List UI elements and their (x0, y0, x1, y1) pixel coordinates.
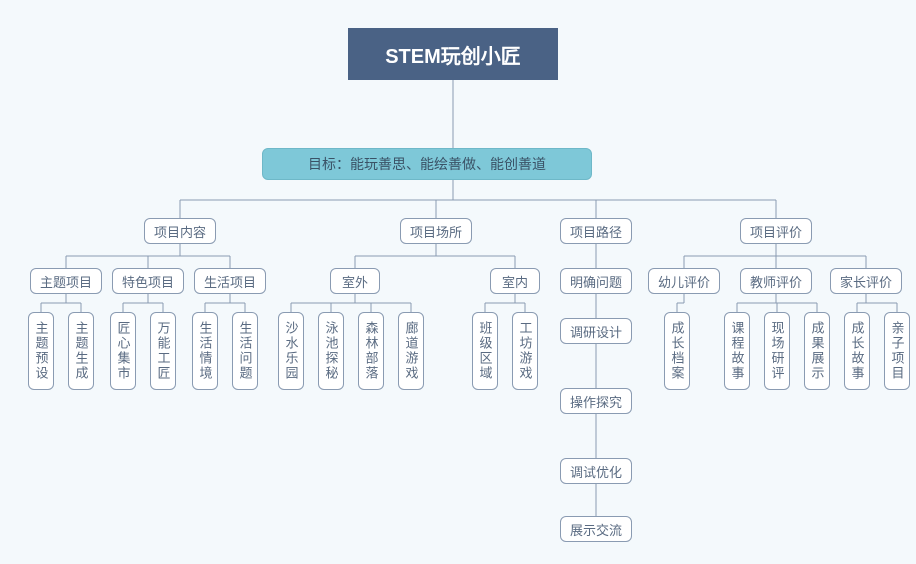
root-node: STEM玩创小匠 (348, 28, 558, 80)
leaf-parent1: 成长故事 (844, 312, 870, 390)
l4-feature: 特色项目 (112, 268, 184, 294)
l4-teacher: 教师评价 (740, 268, 812, 294)
leaf-feature2: 万能工匠 (150, 312, 176, 390)
l4-child: 幼儿评价 (648, 268, 720, 294)
l3-content: 项目内容 (144, 218, 216, 244)
leaf-in2: 工坊游戏 (512, 312, 538, 390)
leaf-teach2: 现场研评 (764, 312, 790, 390)
l4-parent: 家长评价 (830, 268, 902, 294)
leaf-life2: 生活问题 (232, 312, 258, 390)
leaf-life1: 生活情境 (192, 312, 218, 390)
l4-indoor: 室内 (490, 268, 540, 294)
leaf-out2: 泳池探秘 (318, 312, 344, 390)
goal-node: 目标：能玩善思、能绘善做、能创善道 (262, 148, 592, 180)
leaf-teach3: 成果展示 (804, 312, 830, 390)
path-step3: 操作探究 (560, 388, 632, 414)
leaf-out1: 沙水乐园 (278, 312, 304, 390)
leaf-out3: 森林部落 (358, 312, 384, 390)
l4-clarify: 明确问题 (560, 268, 632, 294)
l4-life: 生活项目 (194, 268, 266, 294)
leaf-parent2: 亲子项目 (884, 312, 910, 390)
leaf-theme2: 主题生成 (68, 312, 94, 390)
leaf-child1: 成长档案 (664, 312, 690, 390)
leaf-teach1: 课程故事 (724, 312, 750, 390)
l4-outdoor: 室外 (330, 268, 380, 294)
l3-eval: 项目评价 (740, 218, 812, 244)
l3-place: 项目场所 (400, 218, 472, 244)
path-step5: 展示交流 (560, 516, 632, 542)
leaf-out4: 廊道游戏 (398, 312, 424, 390)
path-step2: 调研设计 (560, 318, 632, 344)
l3-path: 项目路径 (560, 218, 632, 244)
l4-theme: 主题项目 (30, 268, 102, 294)
path-step4: 调试优化 (560, 458, 632, 484)
leaf-in1: 班级区域 (472, 312, 498, 390)
leaf-feature1: 匠心集市 (110, 312, 136, 390)
leaf-theme1: 主题预设 (28, 312, 54, 390)
